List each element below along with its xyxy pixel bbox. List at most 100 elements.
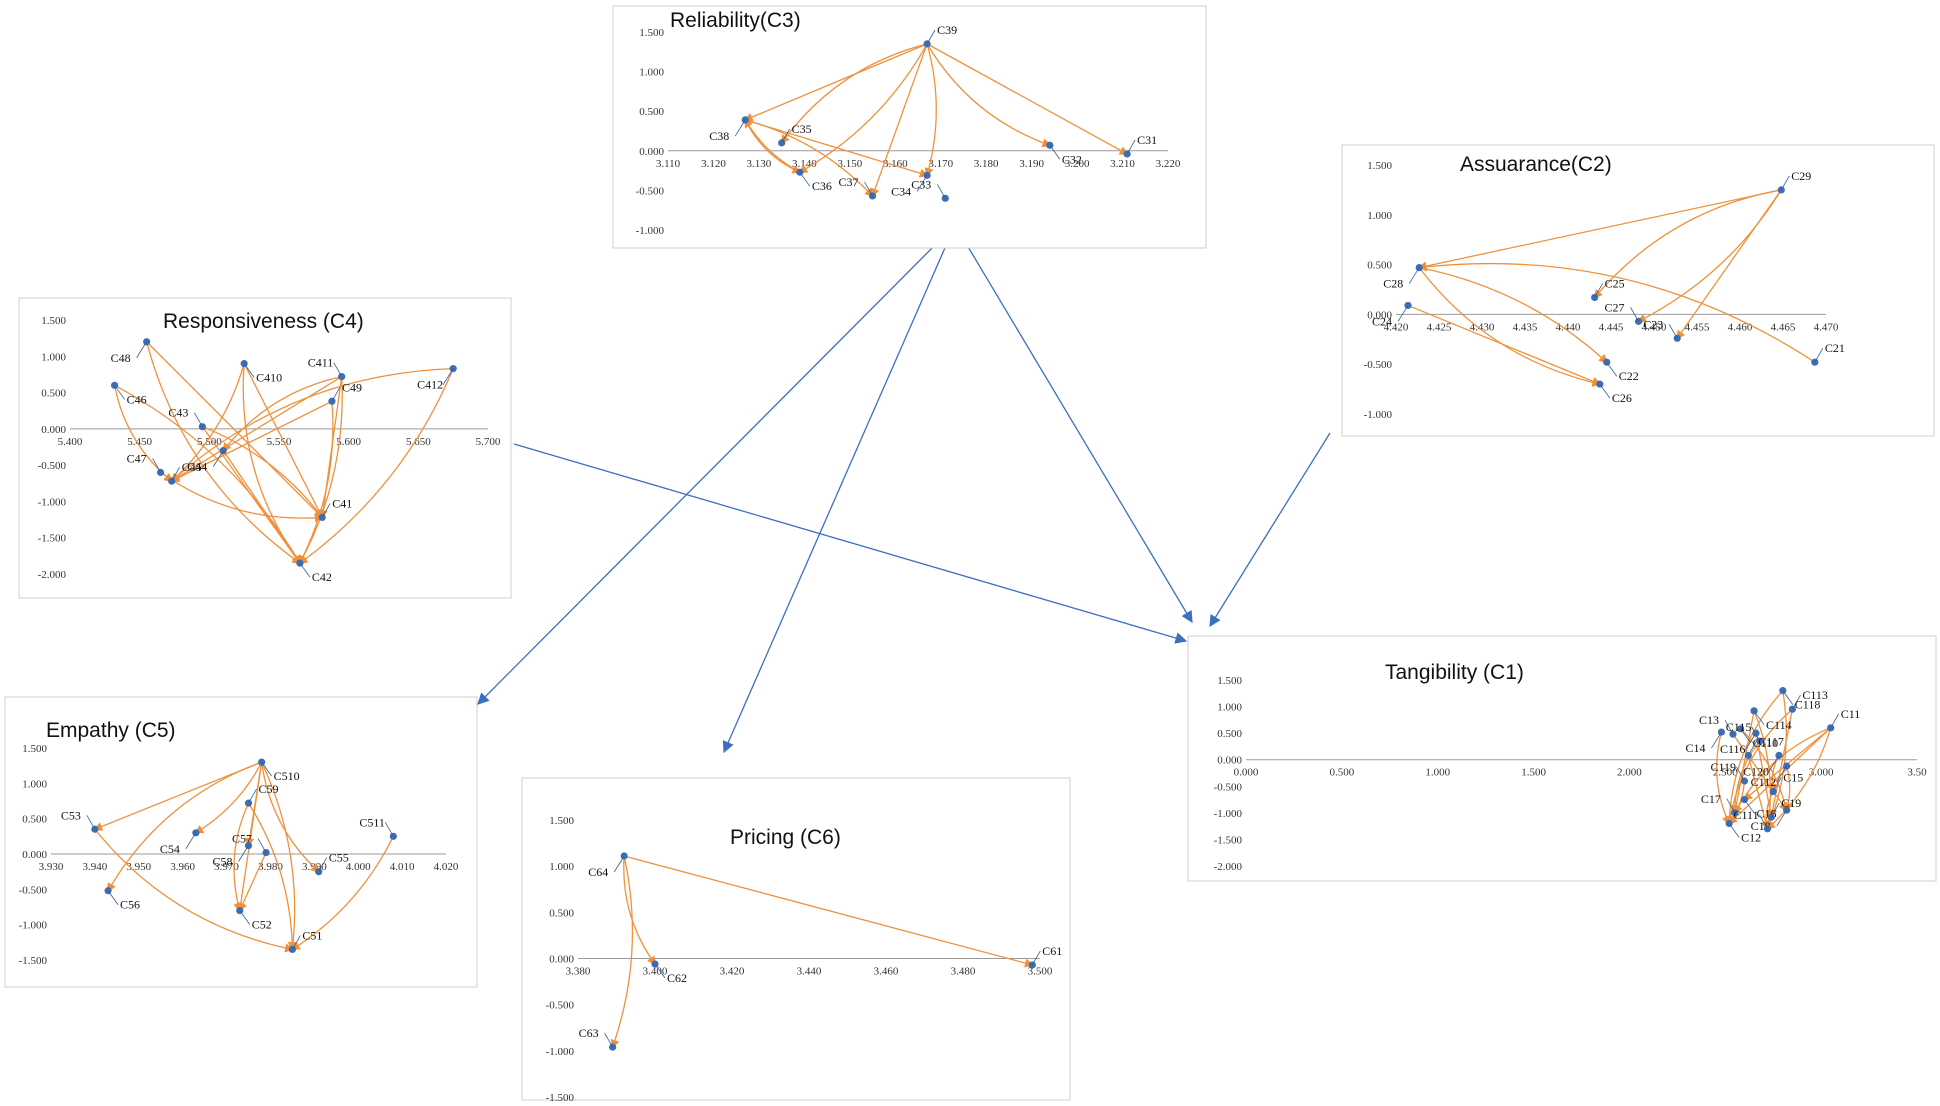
y-tick-label: -2.000	[38, 569, 67, 581]
y-tick-label: -1.000	[1214, 808, 1243, 820]
y-tick-label: 0.000	[639, 146, 664, 158]
relation-arrow-c411-c45	[170, 376, 343, 483]
point-label-c23: C23	[1643, 317, 1663, 331]
label-leader	[1759, 814, 1768, 829]
y-tick-label: 1.500	[1217, 675, 1242, 687]
point-label-c42: C42	[312, 570, 332, 584]
label-leader	[384, 822, 394, 837]
x-tick-label: 3.120	[701, 158, 726, 170]
x-tick-label: 3.930	[39, 861, 64, 873]
data-points: C31C32C33C34C35C36C37C38C39	[709, 23, 1157, 202]
y-tick-label: -1.500	[546, 1092, 575, 1104]
point-label-c36: C36	[812, 179, 832, 193]
relation-arrow-c53-c51	[94, 828, 295, 953]
y-tick-label: -1.000	[38, 496, 67, 508]
point-label-c31: C31	[1137, 133, 1157, 147]
y-tick-label: -0.500	[38, 460, 67, 472]
point-label-c412: C412	[417, 378, 443, 392]
point-label-c117: C117	[1758, 734, 1784, 748]
point-label-c52: C52	[252, 918, 272, 932]
x-tick-label: 3.480	[951, 966, 976, 978]
point-c17	[1731, 809, 1739, 817]
label-leader	[152, 458, 161, 473]
x-tick-label: 3.000	[1809, 767, 1834, 779]
relation-arrow-c410-c45	[170, 363, 245, 483]
label-leader	[171, 466, 181, 482]
point-label-c38: C38	[709, 129, 729, 143]
label-leader	[1726, 798, 1736, 814]
x-tick-label: 3.960	[170, 861, 195, 873]
point-label-c57: C57	[232, 832, 252, 846]
x-tick-label: 5.450	[127, 436, 152, 448]
relation-arrows	[743, 43, 1129, 198]
label-leader	[1668, 324, 1678, 339]
relation-arrow-c510-c54	[194, 761, 263, 834]
y-tick-label: 1.000	[639, 67, 664, 79]
y-tick-label: 1.000	[1367, 210, 1392, 222]
point-label-c14: C14	[1685, 741, 1705, 755]
x-tick-label: 3.940	[83, 861, 108, 873]
relation-arrow-c412-c42	[298, 368, 454, 565]
point-label-c47: C47	[127, 451, 147, 465]
y-tick-label: -0.500	[19, 884, 48, 896]
point-label-c29: C29	[1791, 169, 1811, 183]
point-label-c54: C54	[160, 842, 180, 856]
label-leader	[1126, 139, 1136, 155]
relation-arrow-c411-c44	[222, 375, 342, 453]
point-label-c411: C411	[308, 356, 334, 370]
relation-arrow-c39-c37	[870, 43, 928, 198]
point-label-c113: C113	[1802, 688, 1828, 702]
y-tick-label: 1.000	[22, 778, 47, 790]
relation-arrow-c510-c55	[261, 762, 321, 873]
point-label-c112: C112	[1751, 775, 1777, 789]
y-tick-label: -0.500	[636, 185, 665, 197]
relation-arrow-c510-c56	[107, 761, 262, 893]
x-tick-label: 4.010	[390, 861, 415, 873]
x-tick-label: 4.435	[1513, 321, 1538, 333]
point-label-c37: C37	[839, 175, 859, 189]
relation-arrows	[610, 855, 1035, 1049]
panel-title: Empathy (C5)	[46, 719, 176, 742]
relation-arrows	[113, 341, 454, 565]
x-tick-label: 3.460	[874, 966, 899, 978]
relation-arrow-c13-c18	[1732, 733, 1788, 812]
point-c55	[315, 868, 323, 876]
label-leader	[781, 128, 790, 144]
x-tick-label: 3.150	[837, 158, 862, 170]
point-c113	[1788, 705, 1796, 713]
x-tick-label: 5.600	[336, 436, 361, 448]
point-label-c510: C510	[274, 769, 300, 783]
relation-arrow-c21-c28	[1417, 262, 1816, 363]
label-leader	[1814, 348, 1824, 363]
label-leader	[1776, 765, 1787, 783]
relation-arrow-c46-c42	[114, 384, 301, 565]
y-tick-label: 0.500	[1367, 260, 1392, 272]
point-c37	[868, 192, 877, 200]
x-tick-label: 4.000	[346, 861, 371, 873]
link-c3-to-c5	[477, 224, 956, 705]
panel-frame	[612, 5, 1207, 249]
relation-arrow-c59-c51	[247, 802, 297, 952]
label-leader	[86, 815, 96, 830]
x-tick-label: 3.200	[1065, 158, 1090, 170]
y-tick-label: -1.500	[38, 533, 67, 545]
label-leader	[185, 832, 197, 850]
link-c3-to-c1	[954, 224, 1193, 624]
point-c45	[168, 477, 176, 485]
relation-arrow-c11-c111	[1766, 727, 1832, 831]
label-leader	[1408, 267, 1420, 284]
relation-arrow-c64-c61	[624, 855, 1035, 968]
relation-arrow-c64-c63	[610, 855, 634, 1049]
point-label-c62: C62	[667, 971, 687, 985]
x-tick-label: 5.550	[267, 436, 292, 448]
x-tick-label: 3.500	[1028, 966, 1053, 978]
label-leader	[333, 362, 343, 377]
relation-arrow-c48-c42	[146, 341, 302, 565]
point-label-c19: C19	[1781, 796, 1801, 810]
relation-arrow-c39-c34	[924, 43, 937, 178]
y-tick-label: 1.500	[549, 815, 574, 827]
point-label-c119: C119	[1710, 760, 1736, 774]
relation-arrow-c510-c58	[245, 762, 263, 848]
label-leader	[916, 175, 928, 192]
